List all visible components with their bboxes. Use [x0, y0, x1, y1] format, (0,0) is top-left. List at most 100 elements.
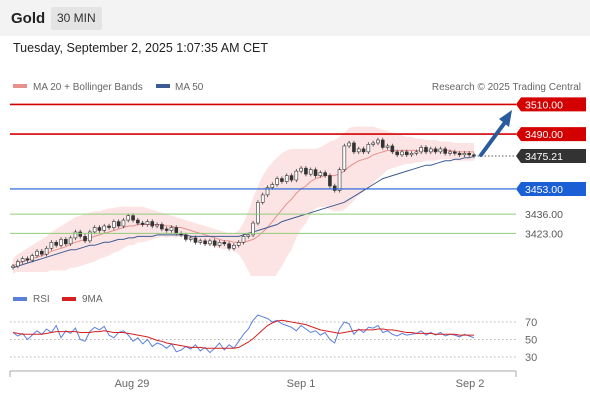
header-bar: Gold 30 MIN: [0, 0, 590, 36]
candle: [40, 249, 44, 257]
candle: [347, 140, 351, 149]
candle: [107, 223, 111, 230]
candle: [400, 149, 404, 158]
level-label: 3510.00: [525, 99, 563, 111]
candle: [260, 192, 265, 205]
candle: [227, 241, 231, 251]
candle-body: [40, 250, 44, 255]
candle-body: [193, 237, 198, 243]
level-support: 3453.00: [10, 181, 586, 196]
candle-body: [107, 225, 111, 228]
candle-body: [73, 231, 78, 239]
candle-body: [452, 151, 457, 154]
rsi-grid-30: 30: [10, 352, 537, 364]
level-label: 3453.00: [525, 184, 563, 196]
candle: [251, 220, 255, 238]
candle-body: [414, 151, 419, 154]
candle-body: [236, 242, 241, 246]
candle-body: [332, 185, 337, 191]
candle: [155, 222, 159, 229]
rsi-panel: 70 50 30: [10, 314, 537, 364]
candle-body: [203, 240, 207, 245]
candle: [136, 217, 140, 226]
candle: [371, 140, 375, 147]
candle: [366, 142, 371, 155]
price-plot-area: [11, 126, 476, 276]
candle: [150, 219, 155, 229]
candle-body: [347, 142, 351, 147]
candle: [438, 146, 443, 155]
level-label: 3475.21: [525, 151, 563, 163]
candle-body: [376, 139, 380, 144]
candle: [198, 238, 203, 245]
candle-body: [169, 227, 174, 231]
rsi-tick-label: 30: [525, 352, 537, 364]
candle: [308, 167, 313, 177]
candle-body: [385, 145, 390, 148]
timeframe-badge[interactable]: 30 MIN: [51, 7, 102, 30]
candle-body: [328, 175, 332, 187]
candle: [78, 229, 83, 239]
instrument-title: Gold: [11, 10, 46, 27]
level-label: 3490.00: [525, 129, 563, 141]
candle-body: [448, 151, 452, 154]
candle: [414, 149, 419, 156]
candle-body: [366, 144, 371, 153]
candle: [342, 143, 347, 172]
candle-body: [251, 222, 255, 236]
candle-body: [462, 153, 467, 156]
candle-body: [16, 261, 20, 267]
candle: [116, 219, 121, 229]
candle: [184, 232, 188, 242]
candle-body: [371, 142, 375, 145]
candle: [203, 238, 207, 247]
candle: [236, 240, 241, 248]
candle: [352, 140, 356, 155]
candle: [404, 149, 409, 158]
candle: [356, 146, 361, 155]
candle-body: [284, 175, 289, 182]
candle-body: [260, 194, 265, 203]
candle: [313, 167, 318, 178]
candle: [328, 173, 332, 189]
candle: [20, 256, 25, 264]
candle: [256, 200, 260, 226]
candle: [121, 217, 126, 229]
candle: [448, 149, 452, 156]
candle: [419, 145, 423, 155]
candle-body: [222, 242, 227, 245]
candle-body: [241, 236, 246, 243]
candle-body: [467, 153, 471, 156]
candle-body: [25, 258, 30, 261]
candle-body: [155, 224, 159, 227]
candle-body: [136, 219, 140, 224]
level-minor: 3436.00: [10, 209, 563, 221]
candle-body: [246, 234, 251, 237]
candle: [11, 263, 15, 270]
level-tag: [516, 97, 586, 112]
candle: [443, 146, 447, 156]
level-label: 3436.00: [525, 209, 563, 221]
candle-body: [131, 215, 135, 221]
candle: [92, 225, 97, 235]
candle: [169, 225, 174, 233]
candle-body: [457, 153, 462, 156]
level-label: 3423.00: [525, 228, 563, 240]
candle-body: [404, 151, 409, 156]
candle: [126, 213, 131, 223]
candle: [457, 151, 462, 158]
candle-body: [438, 148, 443, 153]
level-tag: [516, 148, 586, 163]
candle-body: [49, 242, 54, 249]
candle-body: [198, 240, 203, 243]
candle: [424, 145, 428, 155]
candle-body: [78, 231, 83, 237]
candle-body: [126, 215, 131, 221]
rsi-ma-line: [12, 319, 474, 349]
x-tick-label: Sep 2: [456, 378, 485, 390]
candle-body: [140, 222, 145, 225]
candle: [102, 223, 107, 233]
candle-body: [227, 243, 231, 249]
candle-body: [361, 148, 366, 153]
candle-body: [342, 145, 347, 170]
